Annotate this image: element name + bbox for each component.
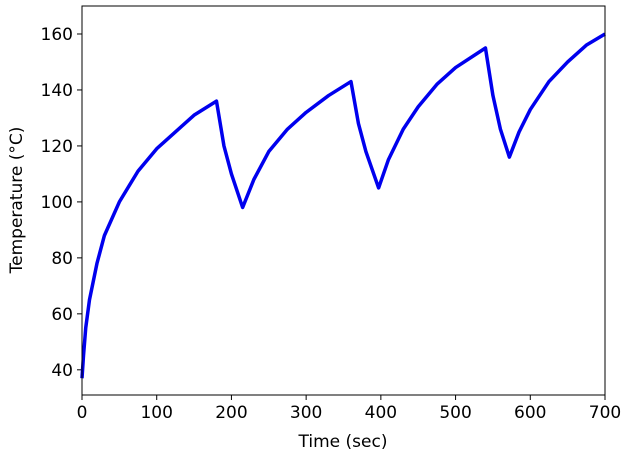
- y-tick-label: 120: [41, 137, 73, 157]
- y-tick-label: 160: [41, 25, 73, 45]
- x-tick-label: 200: [215, 403, 247, 423]
- y-tick-label: 140: [41, 81, 73, 101]
- y-tick-label: 100: [41, 193, 73, 213]
- x-tick-label: 0: [77, 403, 88, 423]
- x-tick-label: 400: [365, 403, 397, 423]
- y-tick-label: 80: [51, 249, 73, 269]
- y-axis-label: Temperature (°C): [7, 127, 27, 275]
- x-tick-label: 100: [140, 403, 172, 423]
- x-tick-label: 300: [290, 403, 322, 423]
- plot-frame: [81, 5, 606, 396]
- x-tick-label: 600: [514, 403, 546, 423]
- x-tick-label: 700: [589, 403, 621, 423]
- line: [80, 32, 606, 379]
- y-tick-label: 60: [51, 305, 73, 325]
- x-tick-label: 500: [439, 403, 471, 423]
- y-tick-label: 40: [51, 361, 73, 381]
- x-axis-label: Time (sec): [298, 432, 388, 452]
